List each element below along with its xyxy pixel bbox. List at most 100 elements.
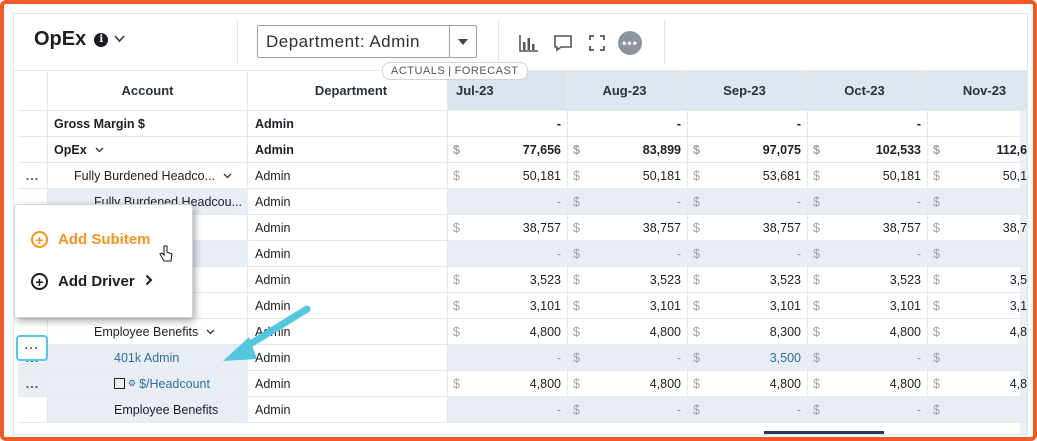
account-cell[interactable]: Fully Burdened Headco...: [48, 163, 248, 189]
value-cell[interactable]: $50,181: [928, 163, 1027, 189]
value-cell[interactable]: $97,075: [688, 137, 808, 163]
value-cell[interactable]: $-: [928, 241, 1027, 267]
table-row[interactable]: ... Fully Burdened Headco... Admin $50,181 $…: [18, 163, 1027, 189]
value-cell[interactable]: $3,101: [808, 293, 928, 319]
chevron-down-icon[interactable]: [206, 329, 215, 335]
value-cell[interactable]: $4,800: [448, 319, 568, 345]
value-cell[interactable]: -: [448, 397, 568, 423]
department-cell[interactable]: Admin: [248, 137, 448, 163]
value-cell[interactable]: $102,533: [808, 137, 928, 163]
value-cell[interactable]: $-: [928, 345, 1027, 371]
value-cell[interactable]: $83,899: [568, 137, 688, 163]
comment-icon[interactable]: [550, 30, 576, 56]
department-cell[interactable]: Admin: [248, 241, 448, 267]
value-cell[interactable]: $4,800: [928, 319, 1027, 345]
value-cell[interactable]: $-: [808, 397, 928, 423]
row-menu-button[interactable]: [18, 137, 48, 163]
value-cell[interactable]: $-: [808, 189, 928, 215]
value-cell[interactable]: $3,523: [928, 267, 1027, 293]
value-cell[interactable]: -: [448, 111, 568, 137]
value-cell[interactable]: $-: [928, 397, 1027, 423]
table-row[interactable]: OpEx Admin $77,656 $83,899 $97,075 $102,533 $1…: [18, 137, 1027, 163]
table-row[interactable]: Fully Burdened Headcou...Admin-$-$-$-$-: [18, 189, 1027, 215]
value-cell[interactable]: -: [688, 111, 808, 137]
value-cell[interactable]: -: [448, 241, 568, 267]
row-menu-button[interactable]: [18, 397, 48, 423]
value-cell[interactable]: $4,800: [568, 371, 688, 397]
value-cell[interactable]: $3,523: [448, 267, 568, 293]
account-cell[interactable]: Gross Margin $: [48, 111, 248, 137]
value-cell[interactable]: -: [448, 345, 568, 371]
value-cell[interactable]: $112,617: [928, 137, 1027, 163]
department-cell[interactable]: Admin: [248, 189, 448, 215]
table-row[interactable]: ... ⚙ $/Headcount Admin $4,800 $4,800 $4,800 $4…: [18, 371, 1027, 397]
row-menu-button[interactable]: ...: [18, 371, 48, 397]
actuals-forecast-toggle[interactable]: ACTUALS | FORECAST: [382, 62, 528, 80]
department-cell[interactable]: Admin: [248, 111, 448, 137]
more-icon[interactable]: •••: [617, 30, 643, 56]
value-cell[interactable]: $3,500: [688, 345, 808, 371]
department-cell[interactable]: Admin: [248, 293, 448, 319]
column-header-month[interactable]: Aug-23: [568, 71, 688, 111]
value-cell[interactable]: $-: [808, 345, 928, 371]
department-cell[interactable]: Admin: [248, 397, 448, 423]
value-cell[interactable]: $50,181: [448, 163, 568, 189]
fullscreen-icon[interactable]: [584, 30, 610, 56]
actuals-label[interactable]: ACTUALS: [391, 65, 446, 77]
value-cell[interactable]: $4,800: [688, 371, 808, 397]
account-cell[interactable]: OpEx: [48, 137, 248, 163]
forecast-label[interactable]: FORECAST: [454, 65, 519, 77]
value-cell[interactable]: -: [808, 111, 928, 137]
account-cell[interactable]: ⚙ $/Headcount: [48, 371, 248, 397]
add-subitem-menu-item[interactable]: + Add Subitem: [31, 231, 151, 248]
table-row[interactable]: seAdmin$3,101$3,101$3,101$3,101$3,101: [18, 293, 1027, 319]
column-header-month[interactable]: Nov-23: [928, 71, 1027, 111]
value-cell[interactable]: $3,523: [688, 267, 808, 293]
value-cell[interactable]: $3,101: [448, 293, 568, 319]
account-cell[interactable]: 401k Admin: [48, 345, 248, 371]
chevron-down-icon[interactable]: [114, 34, 125, 46]
value-cell[interactable]: $38,757: [568, 215, 688, 241]
value-cell[interactable]: $-: [568, 397, 688, 423]
value-cell[interactable]: $38,757: [808, 215, 928, 241]
value-cell[interactable]: $-: [688, 189, 808, 215]
value-cell[interactable]: $3,101: [688, 293, 808, 319]
page-title-wrap[interactable]: OpEx i: [34, 28, 125, 51]
department-cell[interactable]: Admin: [248, 345, 448, 371]
caret-down-icon[interactable]: [449, 26, 476, 57]
value-cell[interactable]: $4,800: [568, 319, 688, 345]
info-icon[interactable]: i: [94, 32, 109, 47]
value-cell[interactable]: $-: [928, 189, 1027, 215]
value-cell[interactable]: $50,181: [808, 163, 928, 189]
value-cell[interactable]: $3,101: [928, 293, 1027, 319]
value-cell[interactable]: $3,523: [808, 267, 928, 293]
value-cell[interactable]: $-: [688, 241, 808, 267]
value-cell[interactable]: $4,800: [808, 371, 928, 397]
value-cell[interactable]: $50,181: [568, 163, 688, 189]
value-cell[interactable]: $38,757: [928, 215, 1027, 241]
column-header-month[interactable]: Sep-23: [688, 71, 808, 111]
account-cell[interactable]: Employee Benefits: [48, 397, 248, 423]
add-driver-menu-item[interactable]: + Add Driver: [31, 273, 153, 290]
value-cell[interactable]: $53,681: [688, 163, 808, 189]
value-cell[interactable]: -: [928, 111, 1027, 137]
column-header-account[interactable]: Account: [48, 71, 248, 111]
value-cell[interactable]: -: [448, 189, 568, 215]
value-cell[interactable]: $4,800: [808, 319, 928, 345]
value-cell[interactable]: $77,656: [448, 137, 568, 163]
value-cell[interactable]: $38,757: [448, 215, 568, 241]
value-cell[interactable]: $4,800: [448, 371, 568, 397]
account-cell[interactable]: Employee Benefits: [48, 319, 248, 345]
value-cell[interactable]: $3,523: [568, 267, 688, 293]
department-cell[interactable]: Admin: [248, 371, 448, 397]
value-cell[interactable]: $-: [568, 189, 688, 215]
table-row[interactable]: Gross Margin $Admin-----: [18, 111, 1027, 137]
value-cell[interactable]: $-: [568, 345, 688, 371]
value-cell[interactable]: $4,800: [928, 371, 1027, 397]
bar-chart-icon[interactable]: [516, 30, 542, 56]
checkbox-icon[interactable]: [114, 378, 125, 389]
value-cell[interactable]: $8,300: [688, 319, 808, 345]
table-row[interactable]: Employee BenefitsAdmin$4,800$4,800$8,300…: [18, 319, 1027, 345]
